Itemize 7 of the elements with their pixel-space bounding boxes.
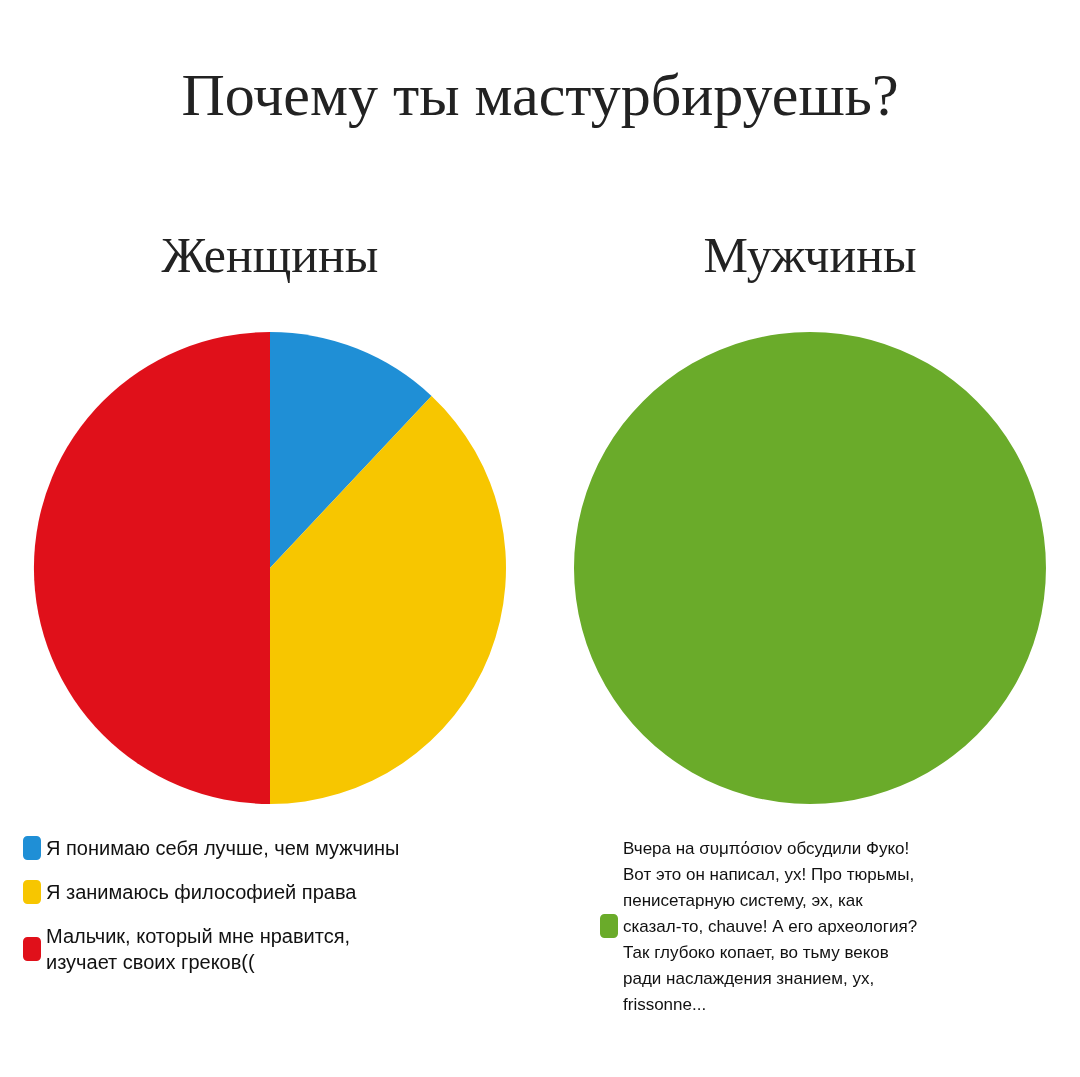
chart-title: Женщины xyxy=(161,227,379,283)
legend-label: Мальчик, который мне нравится, изучает своих греков(( xyxy=(46,925,351,973)
legend-label: Вчера на συμπόσιον обсудили Фуко! Вот это он написал, ух! Про тюрьмы, пенисетарную систему, эх, как сказал-то, chauve! А его археология? Так глубоко копает, во тьму веков ради наслаждения знанием, ух, frissonne... xyxy=(623,838,918,1014)
legend-label: Я занимаюсь философией права xyxy=(46,881,358,903)
text: Почему ты мастурбируешь? xyxy=(180,60,900,130)
chart-title: Мужчины xyxy=(703,227,917,283)
legend-label: Я понимаю себя лучше, чем мужчины xyxy=(46,837,400,859)
